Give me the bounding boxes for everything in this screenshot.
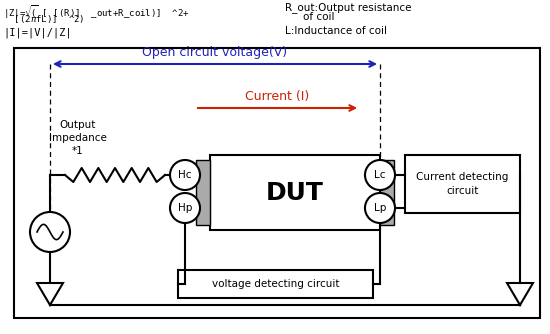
Text: voltage detecting circuit: voltage detecting circuit <box>212 279 339 289</box>
Text: Hc: Hc <box>178 170 192 180</box>
Bar <box>178 270 373 298</box>
Circle shape <box>30 212 70 252</box>
Bar <box>210 155 380 230</box>
Bar <box>196 160 210 225</box>
Text: Output
Impedance
*1: Output Impedance *1 <box>49 120 107 156</box>
Text: Current (I): Current (I) <box>245 90 310 103</box>
Polygon shape <box>507 283 533 305</box>
Circle shape <box>365 193 395 223</box>
Bar <box>380 160 394 225</box>
Bar <box>405 155 520 213</box>
Text: Lc: Lc <box>374 170 386 180</box>
Circle shape <box>170 160 200 190</box>
Text: of coil: of coil <box>303 12 334 22</box>
Text: DUT: DUT <box>266 180 324 204</box>
Text: R_out:Output resistance: R_out:Output resistance <box>285 2 411 13</box>
Circle shape <box>365 160 395 190</box>
Text: Hp: Hp <box>178 203 192 213</box>
Text: Current detecting
circuit: Current detecting circuit <box>416 172 509 196</box>
Bar <box>14 48 540 318</box>
Text: [(2$\pi$fL)]  ^2): [(2$\pi$fL)] ^2) <box>3 13 85 25</box>
Text: |I|=|V|/|Z|: |I|=|V|/|Z| <box>3 28 72 38</box>
Text: L:Inductance of coil: L:Inductance of coil <box>285 26 387 36</box>
Polygon shape <box>37 283 63 305</box>
Text: |Z|=$\sqrt{(}$ [ [(R)]  _out+R_coil)]  ^2+: |Z|=$\sqrt{(}$ [ [(R)] _out+R_coil)] ^2+ <box>3 3 190 21</box>
Circle shape <box>170 193 200 223</box>
Text: Open circuit voltage(V): Open circuit voltage(V) <box>142 46 288 59</box>
Text: Lp: Lp <box>374 203 386 213</box>
